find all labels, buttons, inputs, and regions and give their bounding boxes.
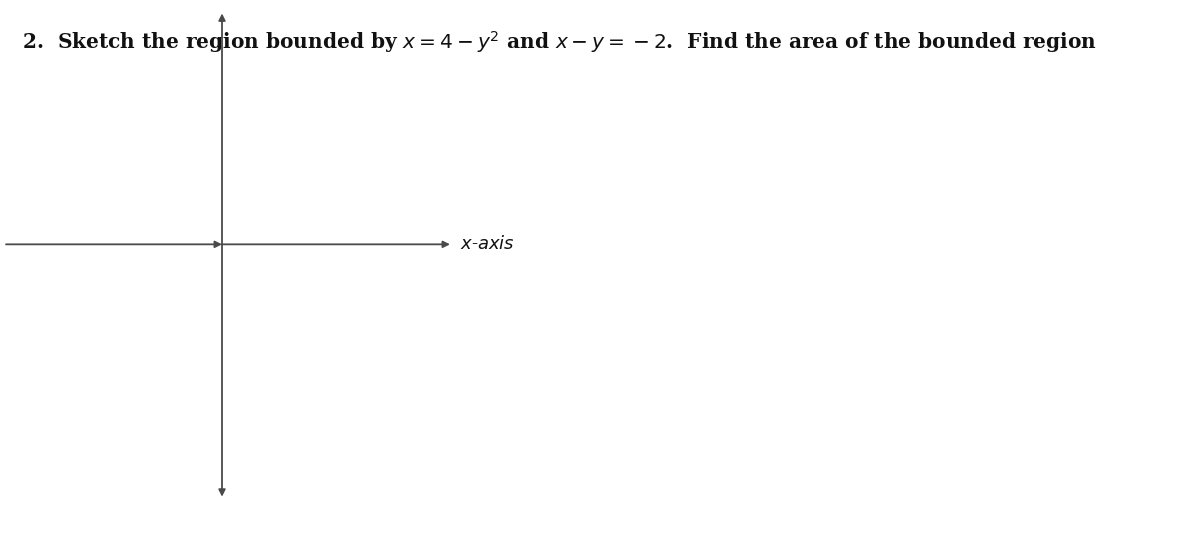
Text: 2.  Sketch the region bounded by $x=4-y^2$ and $x-y=-2$.  Find the area of the b: 2. Sketch the region bounded by $x=4-y^2… — [22, 30, 1097, 55]
Text: $x$-$axis$: $x$-$axis$ — [460, 235, 515, 253]
